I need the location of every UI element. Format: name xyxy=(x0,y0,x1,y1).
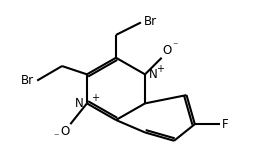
Text: O: O xyxy=(60,125,69,138)
Text: +: + xyxy=(91,93,99,103)
Text: O: O xyxy=(163,44,172,57)
Text: ⁻: ⁻ xyxy=(173,42,178,51)
Text: F: F xyxy=(222,118,229,131)
Text: Br: Br xyxy=(21,74,34,87)
Text: N: N xyxy=(74,97,83,110)
Text: Br: Br xyxy=(144,15,157,28)
Text: N: N xyxy=(149,68,157,81)
Text: ⁻: ⁻ xyxy=(54,132,59,142)
Text: +: + xyxy=(156,64,164,74)
